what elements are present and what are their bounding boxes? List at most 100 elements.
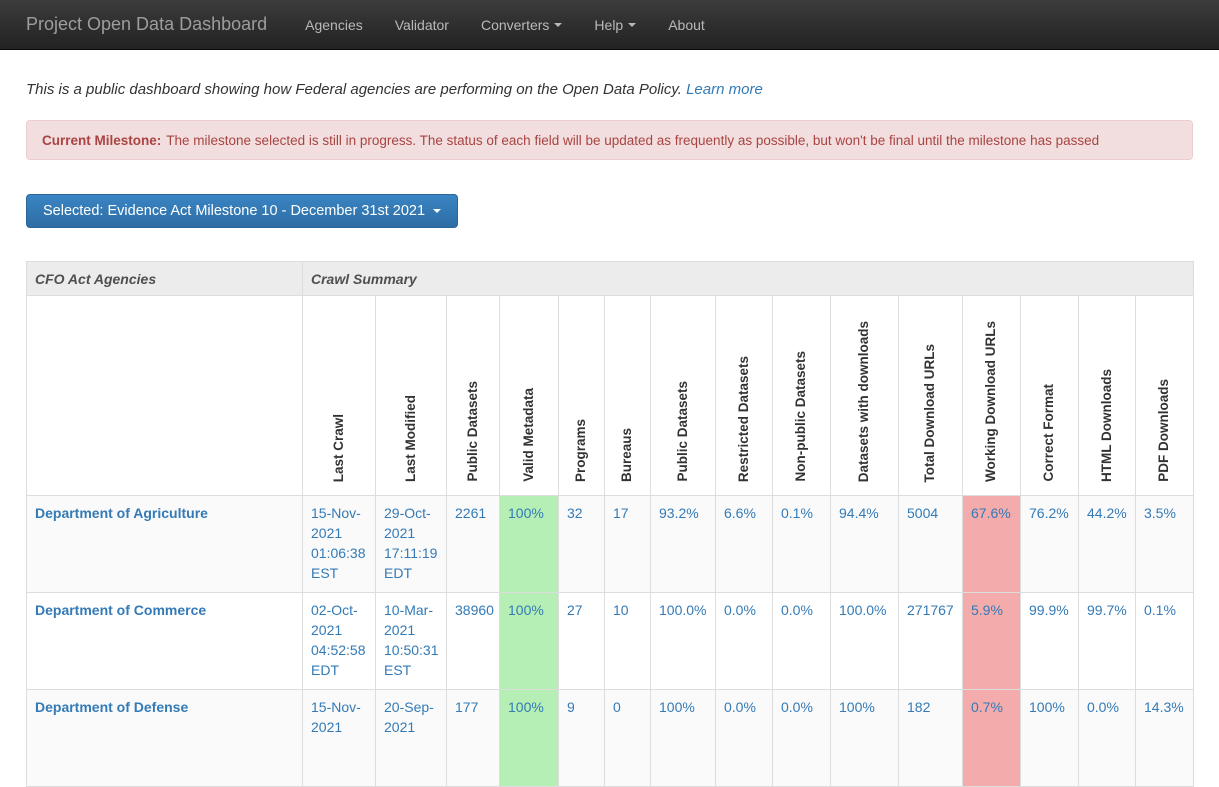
column-header-label: Working Download URLs (983, 321, 999, 482)
data-cell-link[interactable]: 2261 (455, 505, 487, 521)
data-cell-link[interactable]: 182 (907, 699, 931, 715)
column-header-correct-format: Correct Format (1020, 295, 1079, 496)
data-cell-link[interactable]: 271767 (907, 602, 954, 618)
data-cell-link[interactable]: 0.0% (781, 602, 813, 618)
data-cell-link[interactable]: 29-Oct-2021 17:11:19 EDT (384, 505, 438, 581)
table-row: Department of Defense 15-Nov-2021 20-Sep-2… (26, 689, 1195, 787)
data-cell: 0.1% (772, 495, 831, 593)
agency-link[interactable]: Department of Agriculture (35, 505, 208, 521)
data-cell-link[interactable]: 20-Sep-2021 (384, 699, 434, 735)
data-cell: 271767 (898, 592, 963, 690)
data-cell: 182 (898, 689, 963, 787)
data-cell-link[interactable]: 100% (508, 505, 544, 521)
data-cell-link[interactable]: 27 (567, 602, 583, 618)
data-cell-link[interactable]: 38960 (455, 602, 494, 618)
data-cell: 0.0% (715, 592, 773, 690)
group-header-crawl-summary: Crawl Summary (301, 261, 1195, 296)
column-header-label: Non-public Datasets (793, 351, 809, 482)
data-cell-link[interactable]: 99.7% (1087, 602, 1127, 618)
data-cell-link[interactable]: 0 (613, 699, 621, 715)
column-header-label: Last Modified (402, 395, 418, 482)
data-cell-link[interactable]: 0.7% (971, 699, 1003, 715)
column-header-bureaus: Bureaus (604, 295, 651, 496)
data-cell-link[interactable]: 100.0% (659, 602, 707, 618)
data-cell-link[interactable]: 0.0% (1087, 699, 1119, 715)
column-header-last-modified: Last Modified (375, 295, 447, 496)
data-cell-link[interactable]: 100% (659, 699, 695, 715)
data-cell: 5.9% (962, 592, 1021, 690)
data-cell-link[interactable]: 10-Mar-2021 10:50:31 EST (384, 602, 439, 678)
column-header-label: Last Crawl (330, 413, 346, 482)
learn-more-link[interactable]: Learn more (686, 81, 763, 98)
data-cell: 99.9% (1020, 592, 1079, 690)
data-cell-link[interactable]: 5004 (907, 505, 939, 521)
table-group-header-row: CFO Act Agencies Crawl Summary (26, 261, 1195, 296)
navbar-brand[interactable]: Project Open Data Dashboard (26, 14, 268, 34)
nav-item-converters[interactable]: Converters (465, 0, 578, 49)
data-cell-link[interactable]: 93.2% (659, 505, 699, 521)
agency-link[interactable]: Department of Commerce (35, 602, 207, 618)
column-header-label: Total Download URLs (922, 343, 938, 483)
data-cell: 100% (830, 689, 899, 787)
table-row: Department of Agriculture 15-Nov-2021 01:… (26, 495, 1195, 593)
data-cell: 99.7% (1078, 592, 1136, 690)
data-cell-link[interactable]: 02-Oct-2021 04:52:58 EDT (311, 602, 366, 678)
column-header-last-crawl: Last Crawl (302, 295, 376, 496)
data-cell-link[interactable]: 0.1% (781, 505, 813, 521)
nav-item-help[interactable]: Help (578, 0, 652, 49)
data-cell-link[interactable]: 0.0% (781, 699, 813, 715)
agency-link[interactable]: Department of Defense (35, 699, 189, 715)
group-header-cfo-act-agencies: CFO Act Agencies (26, 261, 303, 296)
crawl-summary-table: CFO Act Agencies Crawl Summary Last Craw… (26, 261, 1195, 787)
data-cell: 14.3% (1134, 689, 1195, 787)
data-cell-link[interactable]: 0.0% (724, 602, 756, 618)
nav-item-label: Converters (480, 16, 550, 33)
data-cell-link[interactable]: 0.0% (724, 699, 756, 715)
column-header-html-downloads: HTML Downloads (1078, 295, 1136, 496)
nav-item-about[interactable]: About (652, 0, 721, 49)
data-cell-link[interactable]: 10 (613, 602, 629, 618)
data-cell-link[interactable]: 100% (1029, 699, 1065, 715)
data-cell-link[interactable]: 15-Nov-2021 (311, 699, 361, 735)
table-column-header-row: Last Crawl Last Modified Public Datasets Va… (26, 295, 1195, 496)
nav-item-agencies[interactable]: Agencies (289, 0, 379, 49)
column-header-label: Public Datasets (674, 381, 690, 482)
data-cell-link[interactable]: 177 (455, 699, 479, 715)
data-cell-link[interactable]: 32 (567, 505, 583, 521)
page-content: This is a public dashboard showing how F… (0, 81, 1219, 787)
milestone-selector-button[interactable]: Selected: Evidence Act Milestone 10 - De… (26, 194, 459, 228)
column-header-empty (26, 295, 303, 496)
data-cell: 15-Nov-2021 (302, 689, 376, 787)
data-cell-link[interactable]: 5.9% (971, 602, 1003, 618)
data-cell-link[interactable]: 94.4% (839, 505, 879, 521)
data-cell-link[interactable]: 3.5% (1144, 505, 1176, 521)
data-cell-link[interactable]: 9 (567, 699, 575, 715)
data-cell: 100% (1020, 689, 1079, 787)
data-cell-link[interactable]: 44.2% (1087, 505, 1127, 521)
data-cell: 177 (446, 689, 500, 787)
nav-item-label: About (668, 16, 705, 33)
caret-down-icon (554, 22, 563, 27)
column-header-label: Public Datasets (464, 381, 480, 482)
data-cell: 67.6% (962, 495, 1021, 593)
column-header-restricted-datasets: Restricted Datasets (715, 295, 773, 496)
data-cell-link[interactable]: 100% (508, 699, 544, 715)
data-cell-link[interactable]: 100% (508, 602, 544, 618)
data-cell-link[interactable]: 0.1% (1144, 602, 1176, 618)
data-cell-link[interactable]: 17 (613, 505, 629, 521)
data-cell-link[interactable]: 67.6% (971, 505, 1011, 521)
data-cell-link[interactable]: 76.2% (1029, 505, 1069, 521)
column-header-total-download-urls: Total Download URLs (898, 295, 963, 496)
agency-cell: Department of Commerce (26, 592, 303, 690)
data-cell-link[interactable]: 14.3% (1144, 699, 1184, 715)
data-cell: 0.1% (1134, 592, 1195, 690)
data-cell: 100.0% (830, 592, 899, 690)
nav-item-validator[interactable]: Validator (379, 0, 465, 49)
data-cell-link[interactable]: 100% (839, 699, 875, 715)
data-cell-link[interactable]: 15-Nov-2021 01:06:38 EST (311, 505, 366, 581)
data-cell-link[interactable]: 6.6% (724, 505, 756, 521)
data-cell-link[interactable]: 100.0% (839, 602, 887, 618)
data-cell: 100% (499, 689, 559, 787)
data-cell-link[interactable]: 99.9% (1029, 602, 1069, 618)
data-cell: 32 (558, 495, 605, 593)
